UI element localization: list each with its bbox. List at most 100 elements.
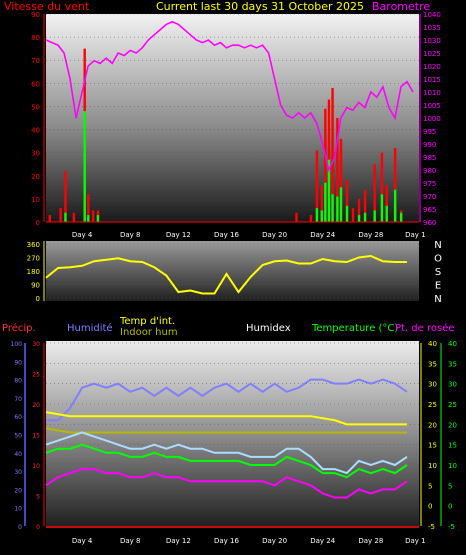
right-tick-label: 975 — [423, 180, 436, 188]
gust-bar — [327, 159, 331, 222]
precip-tick-label: 0 — [18, 524, 22, 531]
temp-tick-label-yellow: 5 — [428, 482, 432, 490]
cardinal-label: N — [434, 240, 441, 251]
humidity-tick-label: 20 — [32, 402, 40, 409]
wind-bar — [339, 138, 343, 222]
temp-tick-label-yellow: 30 — [428, 381, 437, 389]
wind-direction-line-layer — [45, 254, 407, 295]
barometer-line — [45, 20, 414, 173]
right-tick-label: 1020 — [423, 63, 441, 71]
wind-bar — [59, 208, 62, 222]
gust-bar — [96, 215, 100, 222]
gust-bar — [339, 187, 343, 222]
gust-bar — [83, 111, 86, 222]
direction-tick-label: 180 — [27, 268, 40, 276]
humidity-tick-label: 15 — [32, 433, 40, 440]
direction-tick-label: 90 — [31, 282, 40, 290]
gust-bar — [380, 194, 384, 222]
gust-bar — [64, 212, 67, 222]
temp-tick-label-green: 5 — [448, 482, 452, 490]
gust-bar — [336, 196, 339, 222]
temp-tick-label-yellow: 15 — [428, 442, 437, 450]
temp-tick-label-green: 30 — [448, 381, 457, 389]
wind-direction-line — [45, 254, 407, 295]
x-tick-label: Day 28 — [358, 231, 383, 239]
direction-tick-label: 0 — [36, 295, 40, 303]
left-tick-label: 60 — [31, 80, 40, 88]
x-tick-label: Day 12 — [166, 537, 191, 545]
direction-tick-label: 270 — [27, 255, 40, 263]
temp-tick-label-green: 35 — [448, 360, 457, 368]
wind-direction-ticks: 0 N 90 E 180 S 270 O 360 N — [27, 240, 442, 305]
temperature-line-layer — [45, 378, 408, 499]
right-tick-label: 970 — [423, 193, 436, 201]
wind-bar — [373, 164, 376, 222]
precip-label: Précip. — [2, 322, 36, 334]
wind-pressure-ticks: 0102030405060708090960965970975980985990… — [31, 11, 441, 239]
x-tick-label: Day 8 — [120, 231, 141, 239]
wind-bar — [351, 208, 355, 222]
gust-bar — [385, 205, 388, 222]
humidex-line — [45, 431, 408, 475]
precip-tick-label: 40 — [14, 451, 22, 458]
wind-bar — [48, 215, 52, 222]
temp-tick-label-yellow: 20 — [428, 421, 437, 429]
wind-bar — [385, 185, 388, 222]
cardinal-label: E — [435, 281, 441, 292]
x-tick-label: Day 20 — [262, 537, 287, 545]
wind-bar — [357, 198, 361, 222]
direction-tick-label: 360 — [27, 241, 40, 249]
gust-bar — [357, 215, 361, 222]
cardinal-label: O — [434, 254, 442, 265]
temp-tick-label-green: -5 — [448, 523, 455, 531]
temp-tick-label-green: 15 — [448, 442, 457, 450]
gust-bar — [87, 215, 90, 222]
right-tick-label: 995 — [423, 128, 436, 136]
gust-bar — [315, 208, 319, 222]
temp-tick-label-yellow: 0 — [428, 503, 432, 511]
right-tick-label: 1005 — [423, 102, 441, 110]
temp-tick-label-yellow: -5 — [428, 523, 435, 531]
right-tick-label: 985 — [423, 154, 436, 162]
wind-bar — [91, 210, 95, 222]
right-tick-label: 965 — [423, 206, 436, 214]
humidity-tick-label: 5 — [36, 494, 40, 501]
gust-bar — [331, 194, 334, 222]
humidity-tick-label: 10 — [32, 463, 40, 470]
precip-tick-label: 70 — [14, 396, 22, 403]
temp-tick-label-yellow: 25 — [428, 401, 437, 409]
right-tick-label: 960 — [423, 219, 436, 227]
temp-tick-label-green: 40 — [448, 340, 457, 348]
right-tick-label: 1025 — [423, 50, 441, 58]
x-tick-label: Day 8 — [120, 537, 141, 545]
wind-bar — [87, 194, 90, 222]
wind-bar — [345, 180, 349, 222]
cardinal-label: N — [434, 294, 441, 305]
precip-tick-label: 30 — [14, 469, 22, 476]
barometer-line-layer — [45, 20, 414, 173]
x-tick-label: Day 12 — [166, 231, 191, 239]
temp-tick-label-green: 20 — [448, 421, 457, 429]
right-tick-label: 1040 — [423, 11, 441, 19]
x-tick-label: Day 1 — [405, 231, 426, 239]
temp-tick-label-green: 10 — [448, 462, 457, 470]
left-tick-label: 0 — [36, 219, 40, 227]
temp-tick-label-yellow: 35 — [428, 360, 437, 368]
temp-tick-label-yellow: 40 — [428, 340, 437, 348]
indoor-hum-line — [45, 427, 407, 434]
wind-bar — [295, 212, 298, 222]
wind-bar — [380, 152, 384, 222]
left-tick-label: 90 — [31, 11, 40, 19]
wind-bars — [48, 48, 403, 222]
right-tick-label: 1035 — [423, 24, 441, 32]
wind-pressure-plot-area — [46, 14, 419, 222]
humidity-tick-label: 0 — [36, 524, 40, 531]
dewpoint-line — [45, 468, 408, 499]
gust-bar — [324, 182, 327, 222]
x-tick-label: Day 24 — [310, 537, 336, 545]
dewpoint-label: Pt. de rosée — [395, 322, 455, 334]
gust-bar — [345, 205, 349, 222]
gust-bar — [373, 210, 376, 222]
right-tick-label: 990 — [423, 141, 436, 149]
